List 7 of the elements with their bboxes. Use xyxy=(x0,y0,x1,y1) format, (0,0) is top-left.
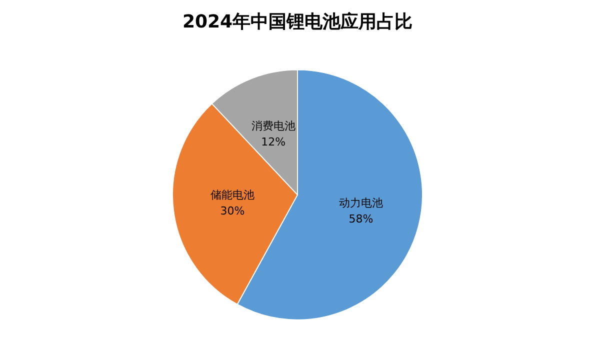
data-label: 30% xyxy=(220,204,245,218)
data-label: 12% xyxy=(261,135,286,148)
slice-label: 储能电池 xyxy=(210,188,255,202)
chart-title: 2024年中国锂电池应用占比 xyxy=(182,12,413,32)
data-label: 58% xyxy=(348,212,374,226)
slice-label: 消费电池 xyxy=(251,119,296,132)
slice-label: 动力电池 xyxy=(338,196,383,210)
